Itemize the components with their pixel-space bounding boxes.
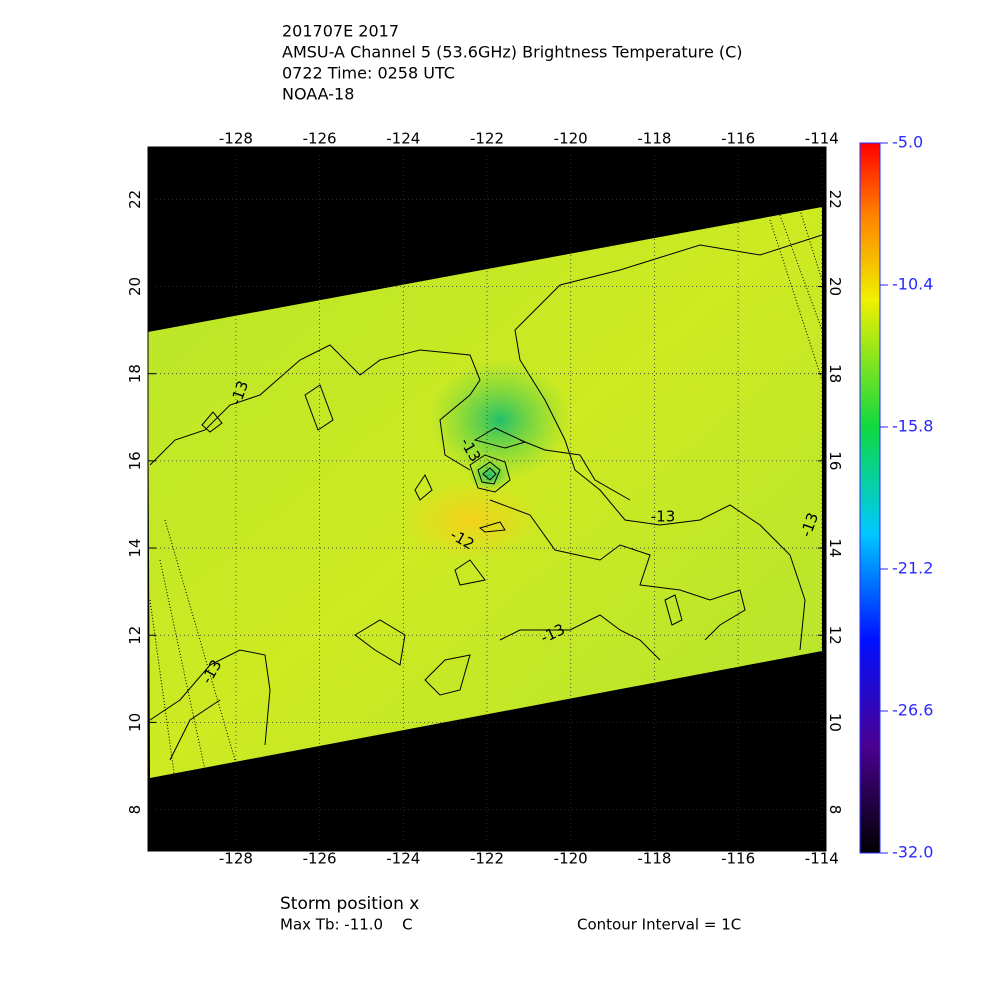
- colorbar-label: -10.4: [892, 275, 933, 294]
- warm-area: [400, 480, 540, 560]
- colorbar-label: -26.6: [892, 701, 933, 720]
- x-tick-label: -118: [637, 130, 671, 148]
- y-tick-label: 14: [826, 538, 844, 557]
- contour: [304, 384, 334, 431]
- y-tick-label: 16: [826, 451, 844, 470]
- contour: [519, 439, 631, 501]
- title-line: 201707E 2017: [282, 22, 399, 41]
- x-tick-label: -128: [219, 850, 253, 868]
- y-tick-label: 16: [126, 451, 144, 470]
- colorbar: [859, 142, 881, 854]
- contour: [469, 454, 511, 493]
- y-tick-label: 10: [126, 713, 144, 732]
- contour: [424, 654, 471, 696]
- contour: [499, 614, 661, 661]
- x-tick-label: -116: [721, 130, 755, 148]
- title-line: AMSU-A Channel 5 (53.6GHz) Brightness Te…: [282, 43, 743, 62]
- title-line: NOAA-18: [282, 85, 354, 104]
- contour: [478, 521, 506, 533]
- contour: [473, 427, 527, 449]
- y-tick-label: 10: [826, 713, 844, 732]
- x-tick-label: -122: [470, 850, 504, 868]
- x-tick-label: -114: [805, 850, 839, 868]
- y-tick-label: 8: [126, 805, 144, 815]
- max-tb: Max Tb: -11.0 C: [280, 916, 413, 934]
- x-tick-label: -128: [219, 130, 253, 148]
- colorbar-label: -32.0: [892, 843, 933, 862]
- y-tick-label: 18: [126, 364, 144, 383]
- y-tick-label: 14: [126, 538, 144, 557]
- storm-note: Storm position x: [280, 894, 419, 914]
- x-tick-label: -114: [805, 130, 839, 148]
- y-tick-label: 12: [126, 626, 144, 645]
- core: [468, 459, 512, 491]
- colorbar-label: -21.2: [892, 559, 933, 578]
- y-tick-label: 18: [826, 364, 844, 383]
- contour: [454, 559, 486, 586]
- y-tick-label: 12: [826, 626, 844, 645]
- contour-label: -13: [651, 508, 676, 526]
- contour: [201, 411, 223, 433]
- x-tick-label: -118: [637, 850, 671, 868]
- y-tick-label: 20: [126, 277, 144, 296]
- x-tick-label: -116: [721, 850, 755, 868]
- contour-interval: Contour Interval = 1C: [577, 916, 741, 934]
- x-tick-label: -126: [303, 850, 337, 868]
- x-tick-label: -120: [554, 850, 588, 868]
- contour: [414, 473, 433, 501]
- colorbar-label: -5.0: [892, 133, 923, 152]
- title-line: 0722 Time: 0258 UTC: [282, 64, 455, 83]
- y-tick-label: 22: [126, 190, 144, 209]
- y-tick-label: 20: [826, 277, 844, 296]
- x-tick-label: -126: [303, 130, 337, 148]
- contour: [489, 499, 746, 641]
- x-tick-label: -122: [470, 130, 504, 148]
- x-tick-label: -124: [386, 130, 420, 148]
- contour: [514, 234, 823, 651]
- y-tick-label: 22: [826, 190, 844, 209]
- contour: [149, 649, 271, 746]
- contours: [149, 209, 823, 781]
- contour: [169, 699, 221, 761]
- cold-area: [430, 360, 570, 480]
- x-tick-label: -120: [554, 130, 588, 148]
- contour: [354, 619, 406, 666]
- contour: [149, 209, 823, 781]
- colorbar-label: -15.8: [892, 417, 933, 436]
- contour: [664, 594, 683, 626]
- x-tick-label: -124: [386, 850, 420, 868]
- y-tick-label: 8: [826, 805, 844, 815]
